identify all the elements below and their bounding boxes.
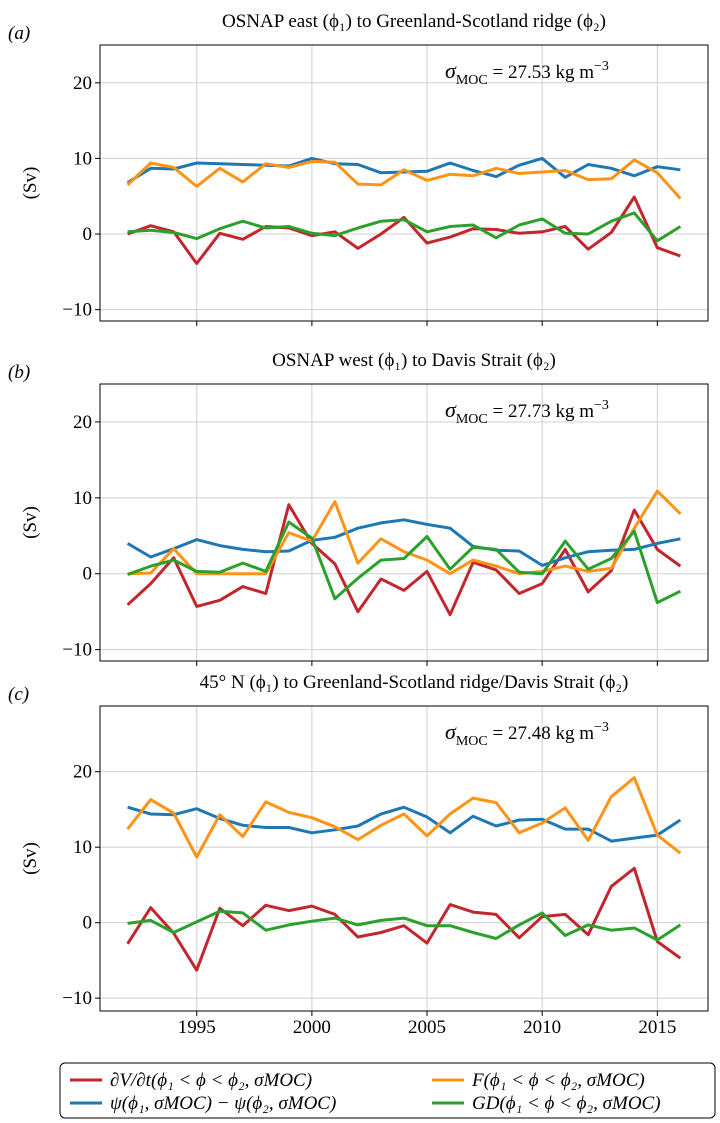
series-line — [127, 211, 682, 243]
annotation-subscript: MOC — [456, 412, 488, 427]
y-tick-label: 10 — [73, 837, 92, 858]
series-line — [126, 866, 682, 972]
x-tick-label: 2010 — [523, 1017, 561, 1038]
chart-title: OSNAP west (ϕ₁) to Davis Strait (ϕ₂) — [272, 350, 556, 371]
annotation: σMOC = 27.48 kg m−3 — [445, 719, 609, 749]
annotation-subscript: MOC — [456, 734, 488, 749]
annotation-superscript: −3 — [594, 720, 609, 735]
y-tick-label: 10 — [73, 148, 92, 169]
series-line — [126, 156, 681, 184]
annotation-text: = 27.53 kg m — [488, 62, 594, 83]
y-tick-label: 20 — [73, 762, 92, 783]
chart-title: OSNAP east (ϕ₁) to Greenland-Scotland ri… — [222, 11, 606, 32]
y-tick-label: −10 — [62, 640, 92, 661]
y-tick-label: −10 — [62, 300, 92, 321]
x-tick-label: 2000 — [293, 1017, 331, 1038]
annotation-symbol: σ — [445, 58, 457, 83]
annotation-symbol: σ — [445, 397, 457, 422]
y-tick-label: 20 — [73, 73, 92, 94]
y-axis-label: (Sv) — [20, 167, 41, 200]
panel-label: (a) — [8, 23, 30, 44]
y-tick-label: 0 — [83, 224, 93, 245]
annotation: σMOC = 27.53 kg m−3 — [445, 58, 609, 88]
y-tick-label: 20 — [73, 412, 92, 433]
chart-title: 45° N (ϕ₁) to Greenland-Scotland ridge/D… — [200, 672, 629, 693]
legend-label: F(ϕ₁ < ϕ < ϕ₂, σMOC) — [471, 1070, 645, 1091]
plot-frame — [99, 383, 709, 662]
annotation: σMOC = 27.73 kg m−3 — [445, 397, 609, 427]
legend-box — [59, 1062, 716, 1119]
y-axis-label: (Sv) — [20, 842, 41, 875]
y-tick-label: 10 — [73, 488, 92, 509]
legend-label: GD(ϕ₁ < ϕ < ϕ₂, σMOC) — [472, 1093, 661, 1114]
legend-label: ψ(ϕ₁, σMOC) − ψ(ϕ₂, σMOC) — [110, 1093, 336, 1114]
plot-frame — [99, 44, 709, 322]
annotation-text: = 27.48 kg m — [488, 723, 594, 744]
series-line — [126, 158, 682, 200]
annotation-symbol: σ — [445, 719, 457, 744]
series-line — [127, 489, 682, 576]
annotation-superscript: −3 — [594, 398, 609, 413]
plot-frame — [99, 705, 709, 1012]
y-tick-label: 0 — [83, 913, 93, 934]
legend-label: ∂V/∂t(ϕ₁ < ϕ < ϕ₂, σMOC) — [110, 1070, 312, 1091]
series-line — [127, 520, 682, 605]
series-line — [126, 503, 682, 617]
x-tick-label: 2005 — [408, 1017, 446, 1038]
x-tick-label: 2015 — [638, 1017, 676, 1038]
annotation-superscript: −3 — [594, 59, 609, 74]
annotation-subscript: MOC — [456, 73, 488, 88]
series-line — [127, 909, 682, 942]
y-axis-label: (Sv) — [20, 506, 41, 539]
panel-label: (c) — [8, 684, 29, 705]
series-line — [127, 805, 682, 843]
series-line — [126, 776, 682, 859]
annotation-text: = 27.73 kg m — [488, 401, 594, 422]
panel-label: (b) — [8, 362, 30, 383]
x-tick-label: 1995 — [178, 1017, 216, 1038]
series-line — [126, 518, 681, 567]
series-line — [127, 195, 681, 265]
y-tick-label: −10 — [62, 988, 92, 1009]
y-tick-label: 0 — [83, 564, 93, 585]
